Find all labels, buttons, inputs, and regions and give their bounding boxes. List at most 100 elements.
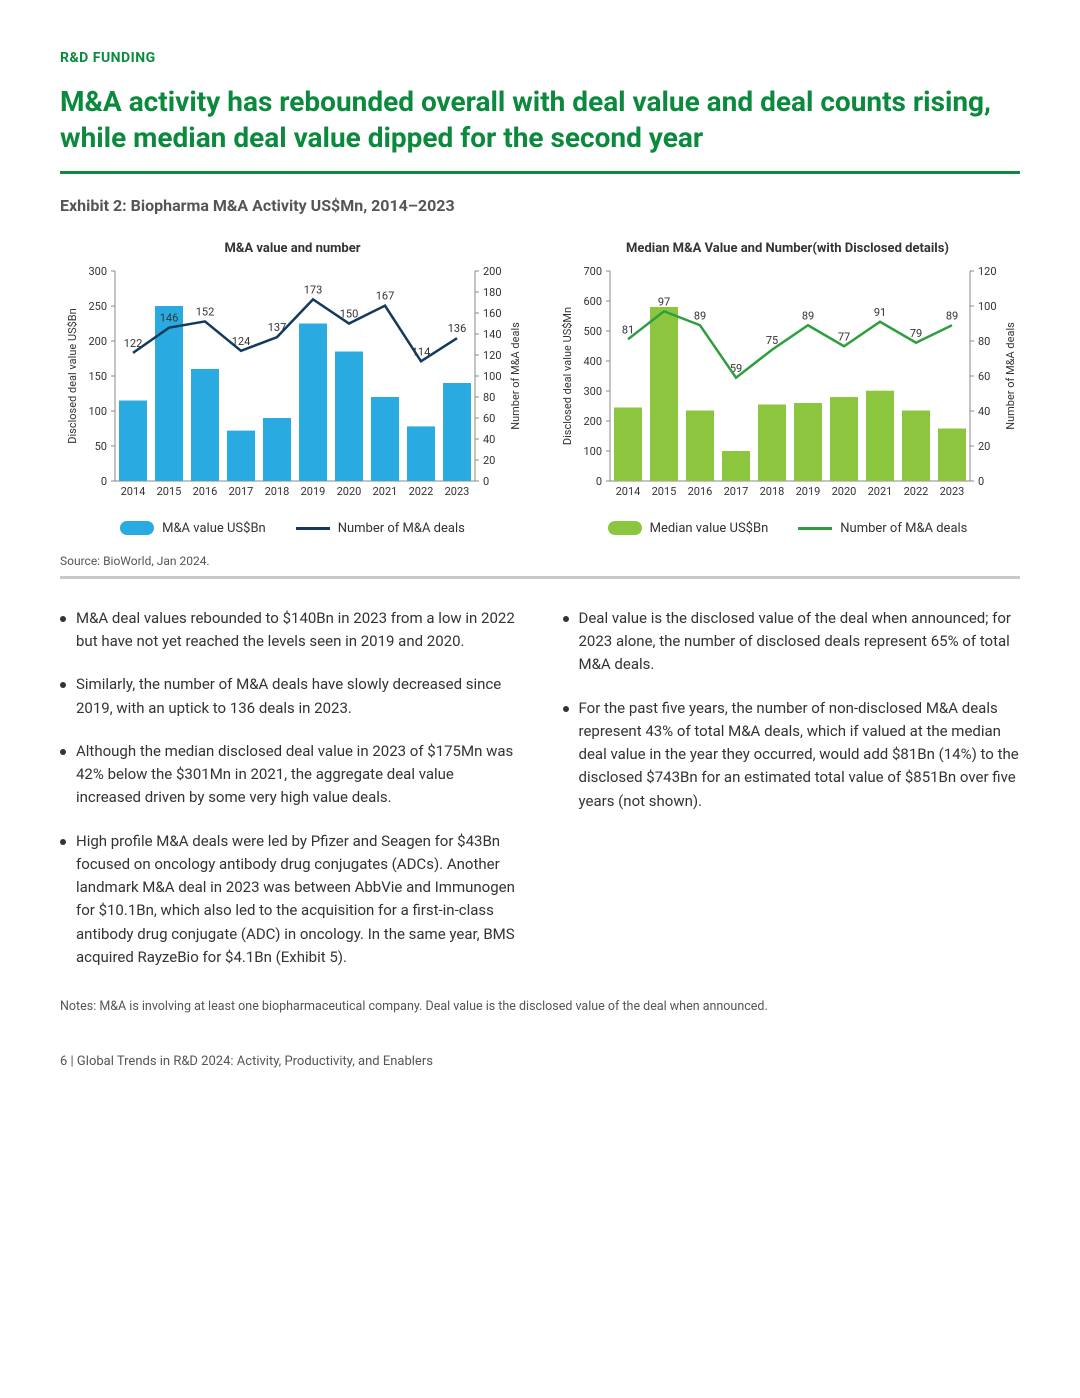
svg-text:120: 120 — [483, 349, 502, 362]
legend-bar-left: M&A value US$Bn — [120, 521, 266, 536]
notes-text: Notes: M&A is involving at least one bio… — [60, 999, 1020, 1014]
svg-text:80: 80 — [483, 391, 495, 404]
svg-text:79: 79 — [910, 327, 922, 340]
svg-text:100: 100 — [583, 445, 602, 458]
svg-text:2021: 2021 — [373, 485, 398, 498]
legend-line-left: Number of M&A deals — [296, 521, 465, 536]
svg-text:2015: 2015 — [157, 485, 182, 498]
svg-text:700: 700 — [583, 265, 602, 278]
svg-text:2019: 2019 — [796, 485, 821, 498]
svg-text:2017: 2017 — [724, 485, 749, 498]
svg-text:2021: 2021 — [868, 485, 893, 498]
svg-text:2019: 2019 — [301, 485, 326, 498]
legend-bar-label-right: Median value US$Bn — [650, 521, 769, 536]
svg-text:160: 160 — [483, 307, 502, 320]
svg-text:89: 89 — [946, 309, 958, 322]
svg-text:2014: 2014 — [121, 485, 146, 498]
svg-text:150: 150 — [88, 370, 107, 383]
svg-text:152: 152 — [196, 305, 215, 318]
section-label: R&D FUNDING — [60, 50, 1020, 66]
svg-text:Disclosed deal value US$Bn: Disclosed deal value US$Bn — [66, 308, 79, 443]
legend-bar-label-left: M&A value US$Bn — [162, 521, 266, 536]
svg-text:146: 146 — [160, 311, 179, 324]
bullet-item: For the past five years, the number of n… — [563, 697, 1021, 813]
charts-row: M&A value and number 0501001502002503000… — [60, 225, 1020, 536]
svg-text:250: 250 — [88, 300, 107, 313]
svg-text:2018: 2018 — [265, 485, 290, 498]
legend-right: Median value US$Bn Number of M&A deals — [555, 521, 1020, 536]
svg-text:0: 0 — [101, 475, 107, 488]
column-left: M&A deal values rebounded to $140Bn in 2… — [60, 607, 518, 989]
svg-text:173: 173 — [304, 283, 323, 296]
bullet-item: Similarly, the number of M&A deals have … — [60, 673, 518, 720]
svg-text:2020: 2020 — [337, 485, 362, 498]
svg-text:20: 20 — [483, 454, 495, 467]
page-footer: 6 | Global Trends in R&D 2024: Activity,… — [60, 1054, 1020, 1069]
svg-text:2018: 2018 — [760, 485, 785, 498]
chart-svg-left: 0 50 100 150 200 250 300 0 20 40 60 80 100 120 140 160 1… — [60, 261, 525, 511]
svg-text:120: 120 — [978, 265, 997, 278]
svg-text:0: 0 — [483, 475, 489, 488]
column-right: Deal value is the disclosed value of the… — [563, 607, 1021, 989]
svg-text:100: 100 — [483, 370, 502, 383]
bullet-item: M&A deal values rebounded to $140Bn in 2… — [60, 607, 518, 654]
svg-text:Disclosed deal value US$Mn: Disclosed deal value US$Mn — [561, 307, 574, 445]
svg-text:400: 400 — [583, 355, 602, 368]
svg-text:300: 300 — [583, 385, 602, 398]
page-title: M&A activity has rebounded overall with … — [60, 84, 1020, 157]
title-rule — [60, 171, 1020, 174]
svg-text:200: 200 — [483, 265, 502, 278]
svg-text:89: 89 — [802, 309, 814, 322]
svg-text:2023: 2023 — [940, 485, 965, 498]
exhibit-title: Exhibit 2: Biopharma M&A Activity US$Mn,… — [60, 196, 1020, 215]
chart-panel-left: M&A value and number 0501001502002503000… — [60, 225, 525, 536]
svg-text:500: 500 — [583, 325, 602, 338]
chart-title-left: M&A value and number — [60, 225, 525, 257]
chart-svg-right: 0100200300400500600700020406080100120201… — [555, 261, 1020, 511]
svg-text:60: 60 — [483, 412, 495, 425]
svg-text:200: 200 — [583, 415, 602, 428]
source-text: Source: BioWorld, Jan 2024. — [60, 554, 1020, 568]
svg-text:20: 20 — [978, 440, 990, 453]
svg-text:2016: 2016 — [193, 485, 218, 498]
bullet-item: Although the median disclosed deal value… — [60, 740, 518, 810]
svg-text:0: 0 — [596, 475, 602, 488]
chart-title-right: Median M&A Value and Number(with Disclos… — [555, 225, 1020, 257]
svg-text:Number of M&A deals: Number of M&A deals — [1004, 322, 1017, 430]
svg-text:91: 91 — [874, 306, 886, 319]
svg-text:77: 77 — [838, 330, 850, 343]
svg-text:2022: 2022 — [409, 485, 434, 498]
svg-text:136: 136 — [448, 322, 467, 335]
legend-line-right: Number of M&A deals — [798, 521, 967, 536]
svg-text:2017: 2017 — [229, 485, 254, 498]
svg-text:180: 180 — [483, 286, 502, 299]
body-columns: M&A deal values rebounded to $140Bn in 2… — [60, 607, 1020, 989]
svg-text:2014: 2014 — [616, 485, 641, 498]
svg-text:2015: 2015 — [652, 485, 677, 498]
svg-text:2022: 2022 — [904, 485, 929, 498]
svg-text:2020: 2020 — [832, 485, 857, 498]
mid-rule — [60, 576, 1020, 579]
svg-text:300: 300 — [88, 265, 107, 278]
svg-text:137: 137 — [268, 321, 287, 334]
svg-text:200: 200 — [88, 335, 107, 348]
legend-line-label-right: Number of M&A deals — [840, 521, 967, 536]
bullet-item: High profile M&A deals were led by Pfize… — [60, 830, 518, 970]
svg-text:89: 89 — [694, 309, 706, 322]
legend-line-label-left: Number of M&A deals — [338, 521, 465, 536]
chart-panel-right: Median M&A Value and Number(with Disclos… — [555, 225, 1020, 536]
svg-text:75: 75 — [766, 334, 778, 347]
svg-text:140: 140 — [483, 328, 502, 341]
svg-text:40: 40 — [483, 433, 495, 446]
svg-text:600: 600 — [583, 295, 602, 308]
svg-text:100: 100 — [88, 405, 107, 418]
legend-bar-right: Median value US$Bn — [608, 521, 769, 536]
svg-text:Number of M&A deals: Number of M&A deals — [509, 322, 522, 430]
svg-text:40: 40 — [978, 405, 990, 418]
svg-text:2023: 2023 — [445, 485, 470, 498]
bullet-item: Deal value is the disclosed value of the… — [563, 607, 1021, 677]
svg-text:50: 50 — [95, 440, 107, 453]
svg-text:0: 0 — [978, 475, 984, 488]
svg-text:100: 100 — [978, 300, 997, 313]
svg-text:2016: 2016 — [688, 485, 713, 498]
